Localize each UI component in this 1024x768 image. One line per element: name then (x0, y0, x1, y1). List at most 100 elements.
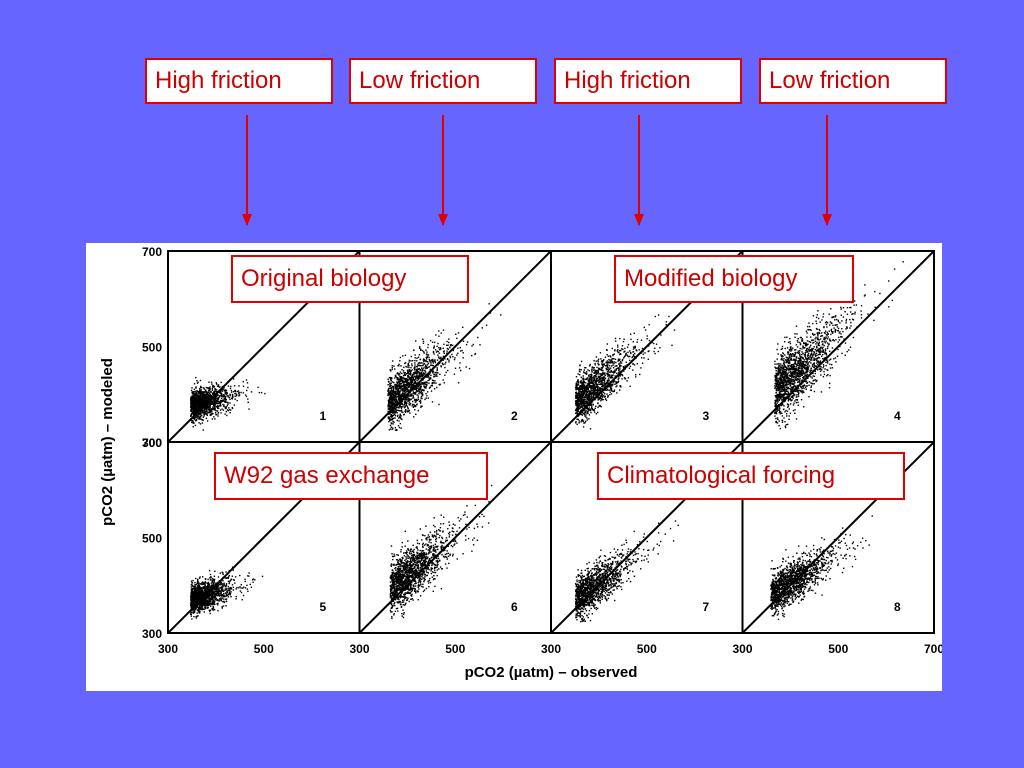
data-point (423, 363, 425, 365)
data-point (442, 379, 444, 381)
data-point (590, 395, 593, 397)
data-point (595, 378, 598, 380)
data-point (632, 362, 634, 365)
data-point (424, 398, 426, 401)
data-point (237, 390, 240, 392)
data-point (795, 356, 798, 358)
data-point (400, 376, 403, 378)
data-point (609, 384, 611, 386)
data-point (797, 372, 799, 375)
data-point (199, 388, 201, 390)
data-point (212, 408, 214, 410)
data-point (577, 387, 580, 389)
data-point (219, 403, 221, 405)
data-point (581, 383, 584, 386)
data-point (609, 367, 612, 369)
data-point (214, 401, 216, 404)
data-point (232, 395, 234, 398)
data-point (588, 391, 590, 393)
data-point (391, 426, 393, 428)
data-point (782, 377, 784, 379)
data-point (429, 372, 431, 375)
data-point (836, 324, 838, 326)
data-point (590, 408, 592, 410)
data-point (598, 367, 601, 370)
data-point (574, 386, 577, 388)
data-point (612, 364, 614, 366)
data-point (224, 389, 227, 391)
data-point (879, 292, 881, 295)
data-point (445, 371, 447, 374)
data-point (592, 367, 594, 369)
data-point (387, 416, 390, 418)
data-point (422, 373, 424, 375)
data-point (804, 342, 806, 345)
data-point (791, 380, 793, 382)
data-point (413, 388, 415, 391)
data-point (389, 383, 391, 385)
data-point (594, 411, 596, 413)
data-point (610, 377, 613, 379)
data-point (584, 401, 587, 403)
data-point (213, 399, 215, 401)
data-point (191, 396, 193, 398)
data-point (655, 343, 658, 345)
data-point (590, 375, 593, 377)
data-point (614, 337, 617, 340)
data-point (419, 364, 421, 367)
data-point (398, 394, 400, 396)
data-point (208, 412, 210, 414)
data-point (217, 385, 219, 387)
data-point (438, 356, 440, 358)
data-point (594, 362, 596, 365)
data-point (425, 360, 427, 363)
data-point (586, 389, 588, 392)
data-point (223, 394, 226, 396)
data-point (217, 384, 220, 386)
data-point (396, 389, 398, 391)
data-point (610, 370, 612, 372)
data-point (422, 383, 424, 385)
data-point (427, 379, 429, 382)
data-point (598, 368, 601, 371)
data-point (402, 383, 405, 385)
data-point (407, 399, 410, 402)
data-point (212, 391, 215, 393)
data-point (582, 390, 584, 392)
data-point (190, 419, 193, 421)
data-point (465, 366, 467, 368)
data-point (209, 401, 211, 404)
data-point (629, 365, 632, 368)
data-point (590, 404, 592, 406)
data-point (409, 395, 412, 397)
data-point (600, 367, 603, 369)
data-point (601, 379, 603, 382)
data-point (407, 390, 409, 392)
data-point (418, 383, 421, 385)
data-point (209, 394, 212, 396)
data-point (399, 373, 401, 375)
data-point (805, 364, 807, 367)
data-point (405, 373, 408, 375)
data-point (575, 409, 577, 411)
data-point (200, 392, 202, 394)
data-point (411, 375, 413, 378)
data-point (426, 367, 428, 369)
data-point (407, 375, 409, 377)
data-point (442, 329, 445, 331)
data-point (589, 375, 592, 378)
data-point (576, 388, 578, 390)
data-point (425, 385, 427, 388)
data-point (238, 395, 240, 397)
data-point (407, 400, 409, 403)
data-point (625, 361, 627, 363)
data-point (193, 401, 196, 403)
data-point (791, 386, 793, 388)
data-point (399, 422, 401, 425)
data-point (403, 366, 405, 369)
data-point (795, 325, 798, 327)
data-point (403, 404, 405, 406)
data-point (591, 387, 593, 389)
data-point (452, 349, 454, 352)
data-point (837, 341, 839, 343)
